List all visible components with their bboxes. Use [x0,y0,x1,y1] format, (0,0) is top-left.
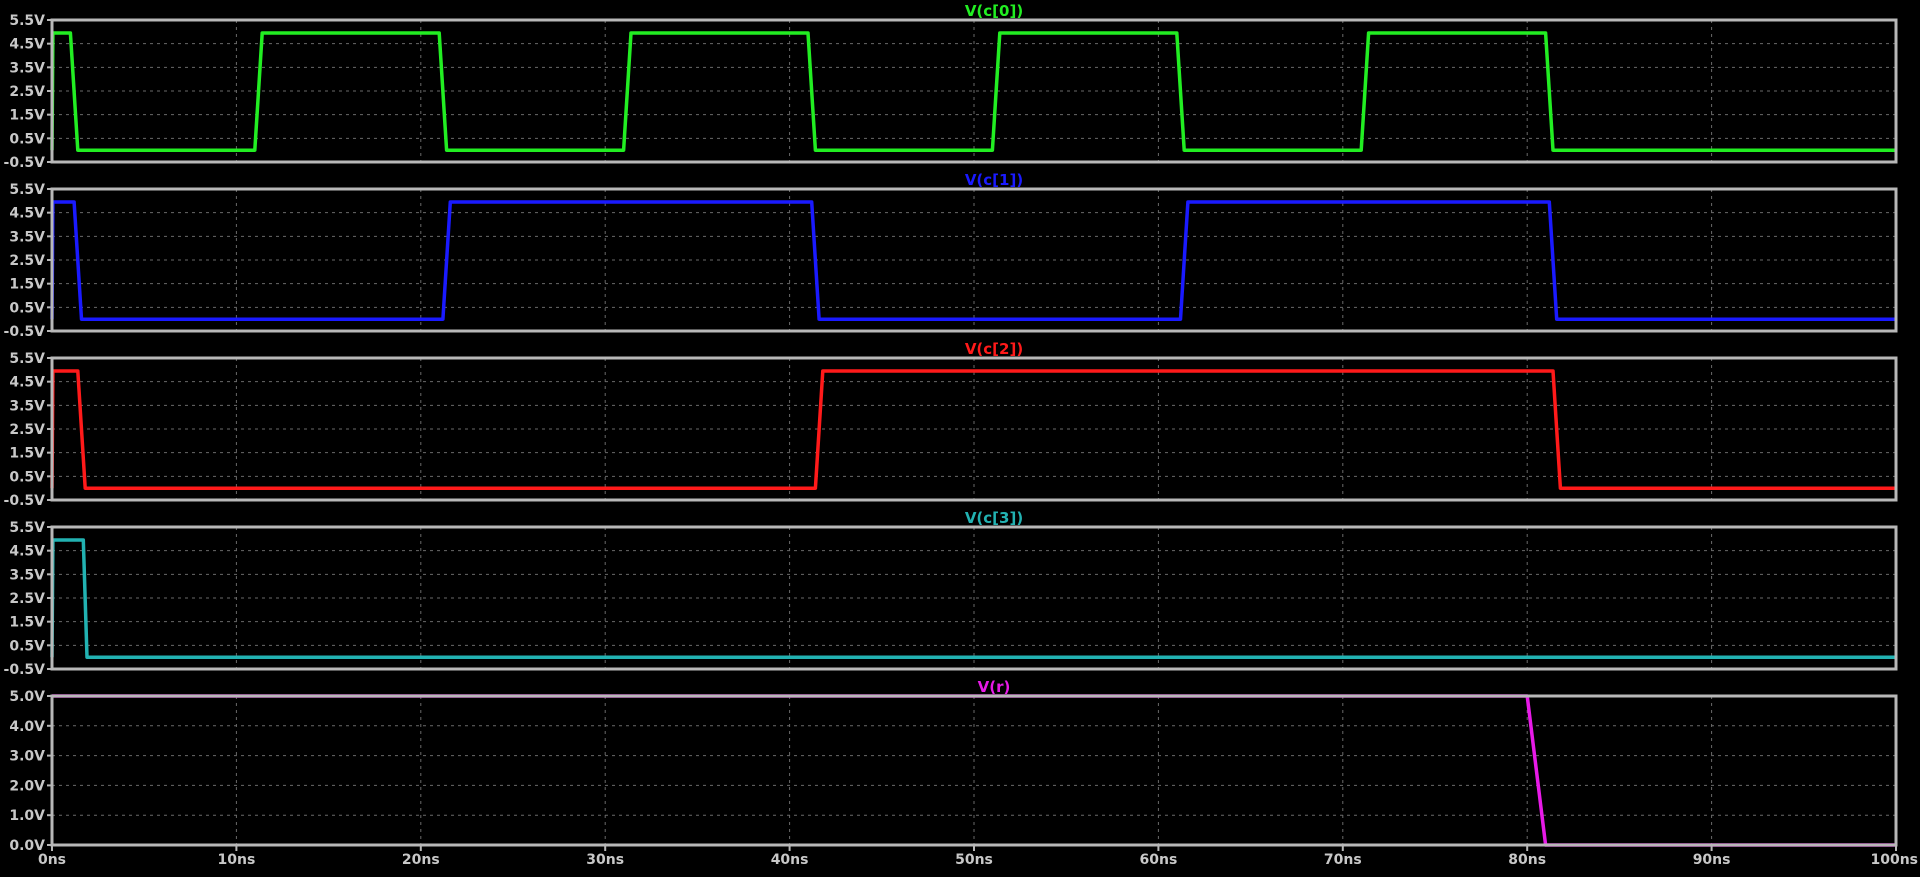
y-tick-label: 5.5V [9,520,45,536]
y-tick-label: 5.5V [9,351,45,367]
x-tick-label: 0ns [38,852,66,868]
y-tick-label: 5.0V [9,689,45,705]
x-tick-label: 20ns [402,852,440,868]
x-tick-label: 100ns [1870,852,1918,868]
waveform-pane: 5.5V 4.5V 3.5V 2.5V 1.5V 0.5V -0.5V V(c[3]) [4,509,1898,678]
y-tick-label: 2.5V [9,253,45,269]
trace-line [50,200,1896,321]
y-tick-label: 3.5V [9,398,45,414]
waveform-pane: 5.5V 4.5V 3.5V 2.5V 1.5V 0.5V -0.5V V(c[0]) [4,2,1898,171]
y-tick-label: 0.5V [9,638,45,654]
x-tick-label: 60ns [1140,852,1178,868]
trace-title: V(c[1]) [965,171,1023,189]
y-tick-label: 4.5V [9,206,45,222]
trace-line [50,31,1896,152]
pane-frame [50,356,1898,502]
y-tick-label: -0.5V [4,493,46,509]
trace-title: V(c[3]) [965,509,1023,527]
y-tick-label: 4.5V [9,375,45,391]
y-tick-label: 4.5V [9,37,45,53]
y-tick-label: -0.5V [4,155,46,171]
y-tick-label: -0.5V [4,662,46,678]
y-tick-label: 4.0V [9,719,45,735]
x-tick-label: 90ns [1693,852,1731,868]
y-tick-label: 2.5V [9,84,45,100]
y-tick-label: 5.5V [9,182,45,198]
y-tick-label: 3.5V [9,567,45,583]
y-tick-label: 1.5V [9,108,45,124]
y-tick-label: 1.5V [9,446,45,462]
y-tick-label: 0.5V [9,131,45,147]
y-tick-label: 1.5V [9,615,45,631]
y-tick-label: 3.5V [9,229,45,245]
y-tick-label: 3.5V [9,60,45,76]
y-tick-label: 1.5V [9,277,45,293]
y-tick-label: 4.5V [9,544,45,560]
y-tick-label: 0.0V [9,838,45,854]
x-tick-label: 70ns [1324,852,1362,868]
y-tick-label: 2.5V [9,591,45,607]
trace-line [50,369,1896,490]
x-tick-label: 30ns [586,852,624,868]
waveform-panes: 5.5V4.5V3.5V2.5V1.5V0.5V-0.5VV(c[0])5.5V… [4,2,1898,854]
y-tick-label: 3.0V [9,749,45,765]
pane-frame [50,18,1898,164]
waveform-pane: 5.0V 4.0V 3.0V 2.0V 1.0V 0.0V V(r) [9,678,1898,854]
waveform-pane: 5.5V 4.5V 3.5V 2.5V 1.5V 0.5V -0.5V V(c[2]) [4,340,1898,509]
y-tick-label: 5.5V [9,13,45,29]
y-tick-label: 2.0V [9,778,45,794]
y-tick-label: 0.5V [9,469,45,485]
waveform-pane: 5.5V 4.5V 3.5V 2.5V 1.5V 0.5V -0.5V V(c[1]) [4,171,1898,340]
x-tick-label: 40ns [771,852,809,868]
x-tick-label: 50ns [955,852,993,868]
y-tick-label: 2.5V [9,422,45,438]
y-tick-label: -0.5V [4,324,46,340]
trace-title: V(r) [978,678,1011,696]
x-tick-label: 80ns [1508,852,1546,868]
x-axis: 0ns 10ns 20ns 30ns 40ns 50ns 60ns 70ns 80ns 90ns 1… [38,845,1918,868]
y-tick-label: 1.0V [9,808,45,824]
x-tick-label: 10ns [218,852,256,868]
pane-frame [50,525,1898,671]
trace-title: V(c[0]) [965,2,1023,20]
y-tick-label: 0.5V [9,300,45,316]
pane-frame [50,187,1898,333]
trace-title: V(c[2]) [965,340,1023,358]
